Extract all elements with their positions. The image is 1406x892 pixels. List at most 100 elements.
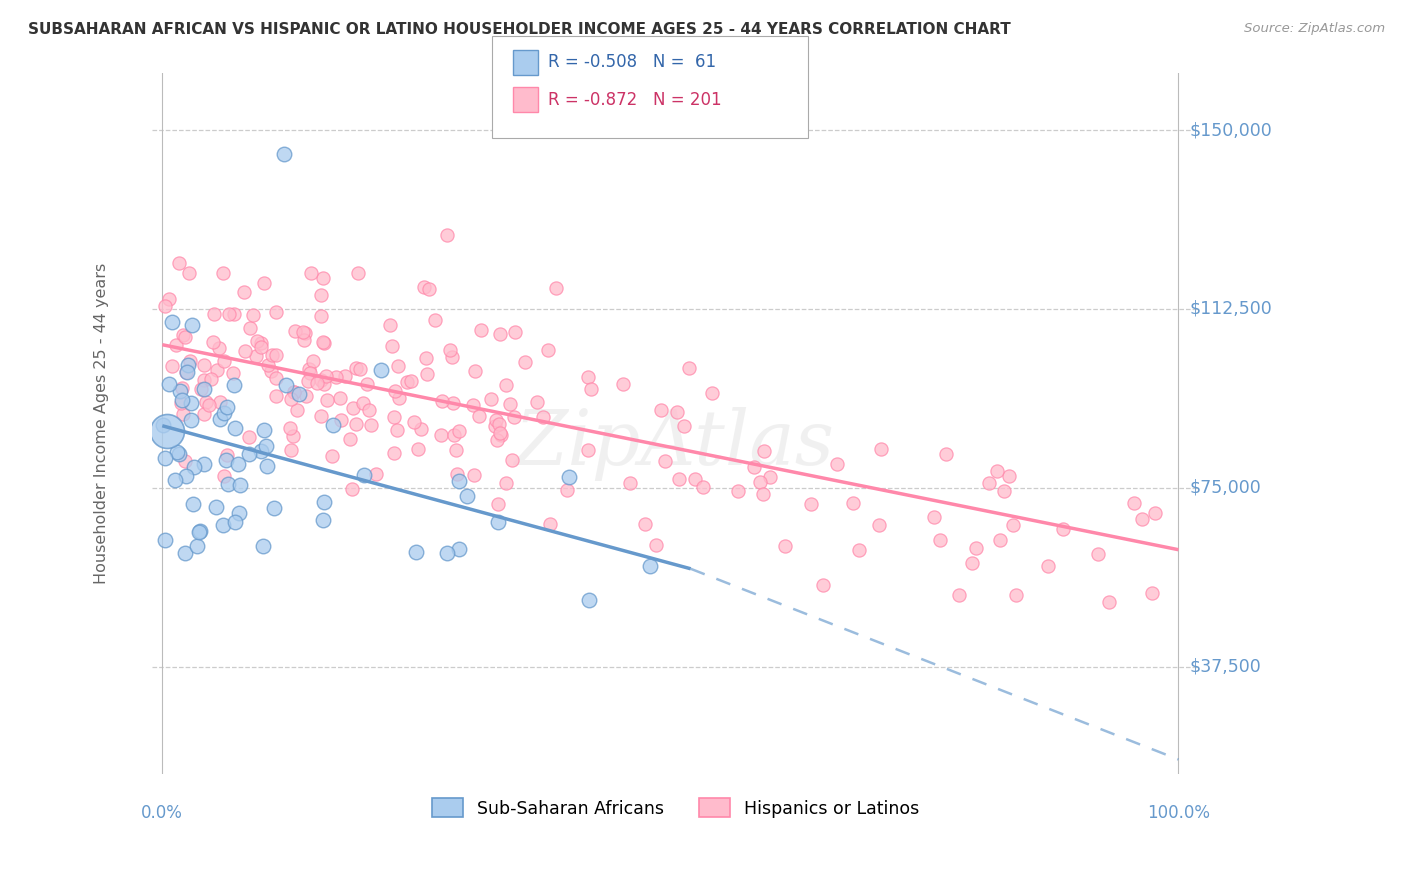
- Point: [222, 378, 245, 392]
- Point: [283, 385, 305, 400]
- Point: [441, 396, 464, 410]
- Point: [173, 330, 195, 344]
- Point: [935, 447, 957, 461]
- Point: [1122, 496, 1144, 510]
- Point: [180, 413, 202, 427]
- Point: [344, 417, 367, 431]
- Point: [264, 305, 287, 319]
- Point: [153, 299, 176, 313]
- Point: [155, 451, 177, 466]
- Point: [485, 412, 508, 426]
- Point: [312, 336, 335, 351]
- Point: [644, 538, 666, 552]
- Point: [439, 343, 461, 358]
- Point: [449, 542, 471, 557]
- Point: [329, 391, 352, 405]
- Point: [395, 375, 418, 389]
- Point: [183, 459, 205, 474]
- Point: [212, 406, 235, 420]
- Point: [215, 448, 238, 462]
- Point: [228, 457, 250, 471]
- Point: [360, 417, 382, 432]
- Point: [309, 409, 332, 423]
- Point: [650, 402, 672, 417]
- Point: [412, 280, 434, 294]
- Point: [463, 468, 485, 483]
- Point: [209, 412, 232, 426]
- Point: [404, 415, 426, 429]
- Point: [264, 348, 287, 362]
- Point: [503, 325, 526, 339]
- Point: [238, 430, 260, 444]
- Text: $75,000: $75,000: [1189, 479, 1261, 497]
- Point: [174, 469, 197, 483]
- Point: [188, 524, 211, 538]
- Point: [179, 353, 201, 368]
- Point: [172, 393, 194, 408]
- Point: [342, 401, 364, 415]
- Point: [430, 393, 453, 408]
- Point: [352, 396, 374, 410]
- Text: Source: ZipAtlas.com: Source: ZipAtlas.com: [1244, 22, 1385, 36]
- Point: [311, 335, 333, 350]
- Point: [159, 292, 181, 306]
- Point: [678, 360, 700, 375]
- Point: [384, 384, 406, 399]
- Point: [299, 266, 322, 280]
- Point: [418, 282, 440, 296]
- Point: [449, 474, 471, 488]
- Point: [239, 321, 262, 335]
- Point: [1036, 559, 1059, 574]
- Point: [754, 444, 776, 458]
- Text: Householder Income Ages 25 - 44 years: Householder Income Ages 25 - 44 years: [94, 263, 110, 584]
- Text: $150,000: $150,000: [1189, 121, 1272, 139]
- Point: [441, 351, 464, 365]
- Point: [381, 339, 404, 353]
- Point: [399, 374, 422, 388]
- Point: [576, 442, 599, 457]
- Point: [309, 309, 332, 323]
- Point: [464, 364, 486, 378]
- Point: [172, 328, 194, 343]
- Point: [612, 377, 634, 392]
- Point: [218, 307, 240, 321]
- Point: [312, 270, 335, 285]
- Point: [295, 389, 318, 403]
- Point: [531, 409, 554, 424]
- Point: [499, 397, 522, 411]
- Point: [825, 457, 848, 471]
- Point: [382, 445, 405, 459]
- Point: [634, 516, 657, 531]
- Point: [446, 467, 468, 481]
- Point: [229, 478, 252, 492]
- Point: [200, 372, 222, 386]
- Point: [538, 516, 561, 531]
- Point: [444, 442, 467, 457]
- Point: [537, 343, 560, 357]
- Point: [177, 266, 200, 280]
- Point: [986, 464, 1008, 478]
- Point: [470, 323, 492, 337]
- Point: [456, 489, 478, 503]
- Point: [194, 394, 217, 409]
- Point: [253, 423, 276, 437]
- Point: [307, 376, 329, 391]
- Point: [1052, 522, 1074, 536]
- Point: [274, 377, 297, 392]
- Point: [205, 363, 228, 377]
- Point: [233, 285, 256, 299]
- Point: [488, 497, 510, 511]
- Point: [259, 364, 281, 378]
- Point: [868, 517, 890, 532]
- Point: [489, 327, 512, 342]
- Point: [423, 313, 446, 327]
- Point: [294, 326, 316, 340]
- Point: [325, 370, 347, 384]
- Point: [246, 334, 269, 348]
- Point: [357, 403, 380, 417]
- Point: [262, 348, 284, 362]
- Point: [280, 443, 302, 458]
- Point: [238, 447, 260, 461]
- Point: [167, 447, 190, 461]
- Point: [283, 384, 305, 399]
